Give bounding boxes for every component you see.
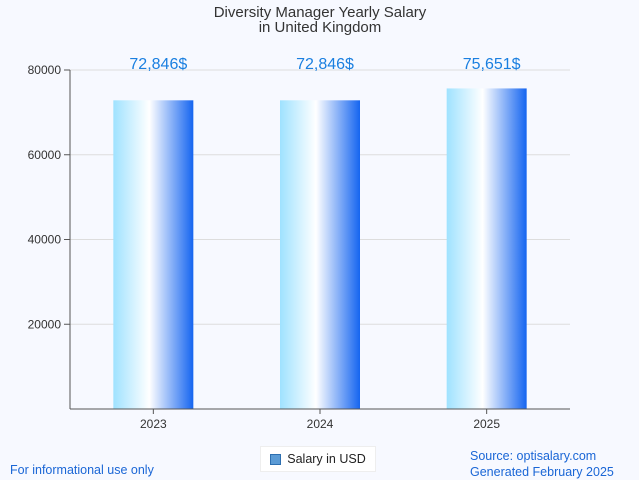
- bar-2023: [113, 100, 194, 410]
- y-tick-label: 20000: [28, 317, 62, 331]
- y-tick-label: 40000: [28, 233, 62, 247]
- y-axis-ticks: 20000 40000 60000 80000: [28, 63, 70, 331]
- data-labels: 72,846$ 72,846$ 75,651$: [129, 56, 520, 73]
- source-block: Source: optisalary.com Generated Februar…: [470, 448, 614, 480]
- bar-2025: [446, 88, 527, 409]
- y-tick-label: 60000: [28, 148, 62, 162]
- x-axis-ticks: 2023 2024 2025: [140, 409, 500, 431]
- data-label-2024: 72,846$: [296, 56, 354, 73]
- chart-title-line-2: in United Kingdom: [259, 19, 382, 36]
- legend: Salary in USD: [260, 446, 376, 472]
- y-tick-label: 80000: [28, 63, 62, 77]
- data-label-2025: 75,651$: [463, 56, 521, 73]
- legend-label: Salary in USD: [287, 452, 366, 466]
- source-link[interactable]: Source: optisalary.com: [470, 449, 597, 463]
- chart-title-line-1: Diversity Manager Yearly Salary: [214, 4, 427, 21]
- informational-note: For informational use only: [10, 463, 154, 477]
- bar-2024: [280, 100, 360, 410]
- x-tick-label-2023: 2023: [140, 417, 167, 431]
- x-tick-label-2025: 2025: [473, 417, 500, 431]
- generated-date: Generated February 2025: [470, 465, 614, 479]
- x-tick-label-2024: 2024: [307, 417, 334, 431]
- legend-swatch: [270, 453, 282, 465]
- data-label-2023: 72,846$: [129, 56, 187, 73]
- bars: [113, 88, 527, 410]
